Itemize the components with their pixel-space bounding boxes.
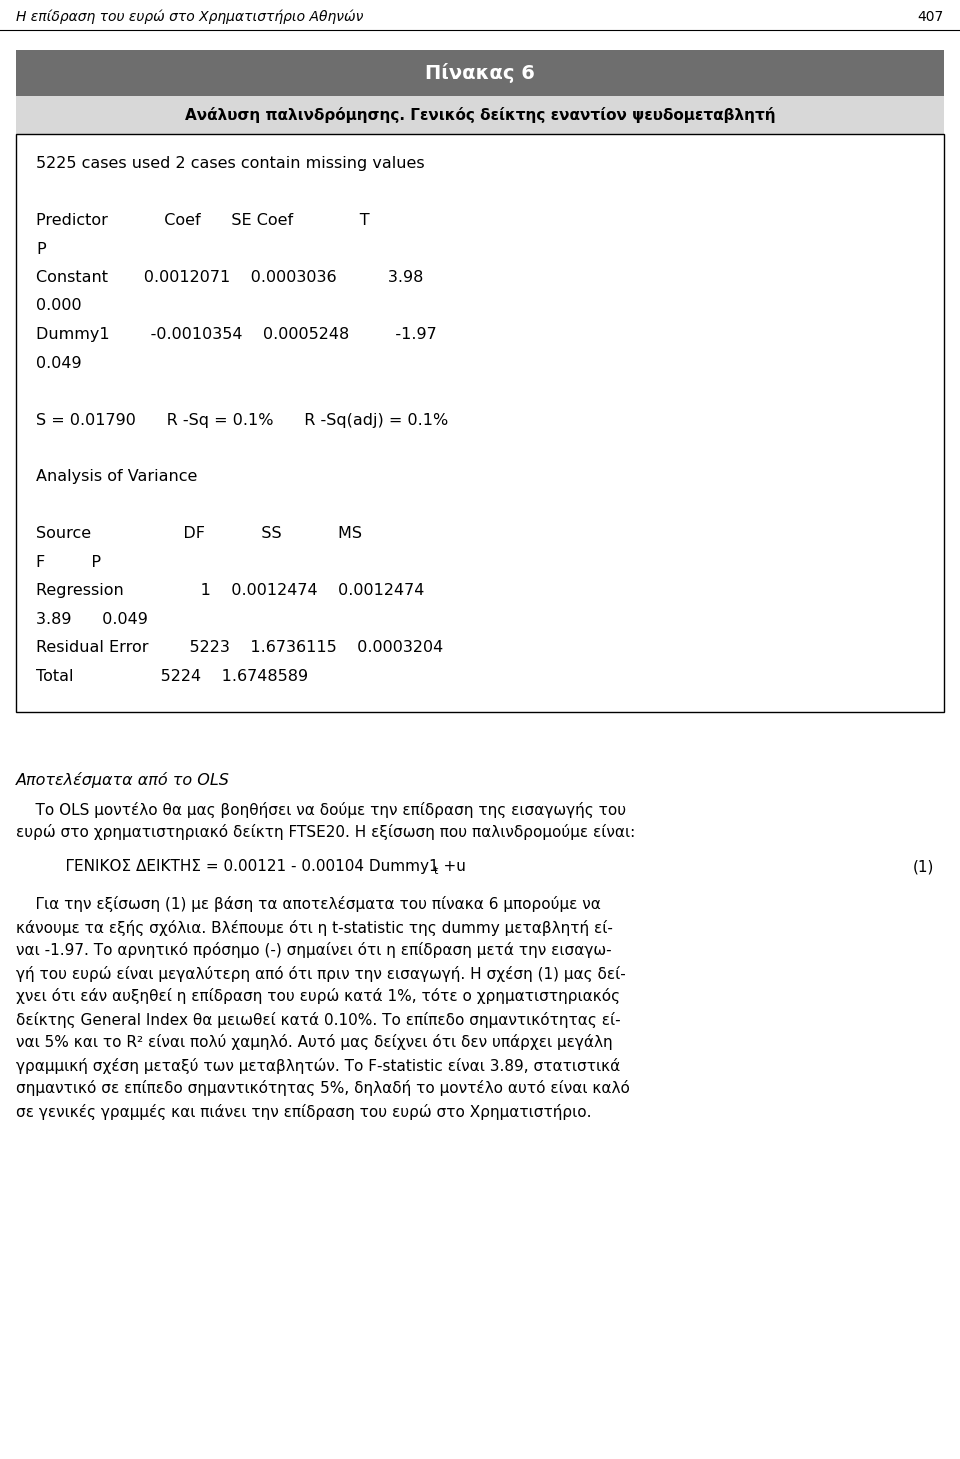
Text: 3.89      0.049: 3.89 0.049 bbox=[36, 611, 148, 627]
Text: 5225 cases used 2 cases contain missing values: 5225 cases used 2 cases contain missing … bbox=[36, 156, 424, 171]
Text: (1): (1) bbox=[913, 859, 934, 874]
Text: Predictor           Coef      SE Coef             T: Predictor Coef SE Coef T bbox=[36, 213, 370, 228]
Text: Πίνακας 6: Πίνακας 6 bbox=[425, 63, 535, 83]
Text: κάνουμε τα εξής σχόλια. Βλέπουμε ότι η t-statistic της dummy μεταβλητή εί-: κάνουμε τα εξής σχόλια. Βλέπουμε ότι η t… bbox=[16, 919, 612, 935]
Text: σε γενικές γραμμές και πιάνει την επίδραση του ευρώ στο Χρηματιστήριο.: σε γενικές γραμμές και πιάνει την επίδρα… bbox=[16, 1103, 591, 1119]
Text: Source                  DF           SS           MS: Source DF SS MS bbox=[36, 527, 362, 541]
Text: 0.000: 0.000 bbox=[36, 299, 82, 314]
Text: δείκτης General Index θα μειωθεί κατά 0.10%. Το επίπεδο σημαντικότητας εί-: δείκτης General Index θα μειωθεί κατά 0.… bbox=[16, 1011, 620, 1027]
Text: 407: 407 bbox=[918, 10, 944, 23]
Text: Total                 5224    1.6748589: Total 5224 1.6748589 bbox=[36, 670, 308, 684]
Text: Dummy1        -0.0010354    0.0005248         -1.97: Dummy1 -0.0010354 0.0005248 -1.97 bbox=[36, 327, 437, 341]
Text: Για την εξίσωση (1) με βάση τα αποτελέσματα του πίνακα 6 μπορούμε να: Για την εξίσωση (1) με βάση τα αποτελέσμ… bbox=[16, 896, 601, 912]
Bar bbox=[16, 50, 944, 96]
Text: ναι -1.97. Το αρνητικό πρόσημο (-) σημαίνει ότι η επίδραση μετά την εισαγω-: ναι -1.97. Το αρνητικό πρόσημο (-) σημαί… bbox=[16, 943, 612, 959]
Text: Αποτελέσματα από το OLS: Αποτελέσματα από το OLS bbox=[16, 772, 229, 788]
Text: γή του ευρώ είναι μεγαλύτερη από ότι πριν την εισαγωγή. Η σχέση (1) μας δεί-: γή του ευρώ είναι μεγαλύτερη από ότι πρι… bbox=[16, 966, 626, 982]
Text: P: P bbox=[36, 242, 46, 257]
Bar bbox=[16, 96, 944, 134]
Text: Ανάλυση παλινδρόμησης. Γενικός δείκτης εναντίον ψευδομεταβλητή: Ανάλυση παλινδρόμησης. Γενικός δείκτης ε… bbox=[184, 107, 776, 123]
Text: Analysis of Variance: Analysis of Variance bbox=[36, 470, 198, 484]
Text: σημαντικό σε επίπεδο σημαντικότητας 5%, δηλαδή το μοντέλο αυτό είναι καλό: σημαντικό σε επίπεδο σημαντικότητας 5%, … bbox=[16, 1081, 630, 1097]
Text: 0.049: 0.049 bbox=[36, 356, 82, 371]
Text: F         P: F P bbox=[36, 554, 101, 570]
Text: t: t bbox=[434, 865, 439, 875]
Text: ναι 5% και το R² είναι πολύ χαμηλό. Αυτό μας δείχνει ότι δεν υπάρχει μεγάλη: ναι 5% και το R² είναι πολύ χαμηλό. Αυτό… bbox=[16, 1034, 612, 1050]
Text: Το OLS μοντέλο θα μας βοηθήσει να δούμε την επίδραση της εισαγωγής του: Το OLS μοντέλο θα μας βοηθήσει να δούμε … bbox=[16, 801, 626, 817]
Text: ευρώ στο χρηματιστηριακό δείκτη FTSE20. Η εξίσωση που παλινδρομούμε είναι:: ευρώ στο χρηματιστηριακό δείκτη FTSE20. … bbox=[16, 824, 636, 840]
Text: S = 0.01790      R -Sq = 0.1%      R -Sq(adj) = 0.1%: S = 0.01790 R -Sq = 0.1% R -Sq(adj) = 0.… bbox=[36, 413, 448, 427]
Text: Regression               1    0.0012474    0.0012474: Regression 1 0.0012474 0.0012474 bbox=[36, 584, 424, 598]
Text: Constant       0.0012071    0.0003036          3.98: Constant 0.0012071 0.0003036 3.98 bbox=[36, 270, 423, 285]
Text: γραμμική σχέση μεταξύ των μεταβλητών. Το F-statistic είναι 3.89, στατιστικά: γραμμική σχέση μεταξύ των μεταβλητών. Το… bbox=[16, 1058, 620, 1074]
Text: ΓΕΝΙΚΟΣ ΔΕΙΚΤΗΣ = 0.00121 - 0.00104 Dummy1 +u: ΓΕΝΙΚΟΣ ΔΕΙΚΤΗΣ = 0.00121 - 0.00104 Dumm… bbox=[46, 859, 466, 874]
Bar bbox=[16, 134, 944, 712]
Text: Η επίδραση του ευρώ στο Χρηματιστήριο Αθηνών: Η επίδραση του ευρώ στο Χρηματιστήριο Αθ… bbox=[16, 10, 364, 25]
Text: Residual Error        5223    1.6736115    0.0003204: Residual Error 5223 1.6736115 0.0003204 bbox=[36, 641, 444, 655]
Text: χνει ότι εάν αυξηθεί η επίδραση του ευρώ κατά 1%, τότε ο χρηματιστηριακός: χνει ότι εάν αυξηθεί η επίδραση του ευρώ… bbox=[16, 989, 620, 1004]
